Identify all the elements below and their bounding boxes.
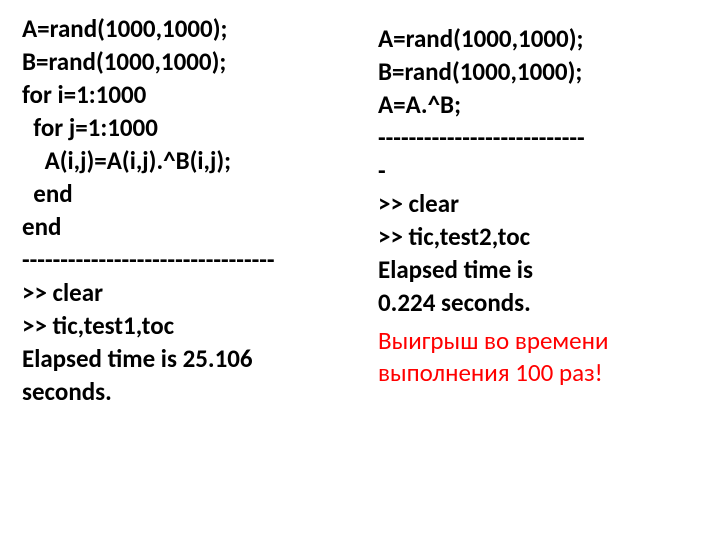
right-code-block: A=rand(1000,1000); B=rand(1000,1000); A=… (378, 22, 720, 319)
left-code-block: A=rand(1000,1000); B=rand(1000,1000); fo… (22, 12, 360, 408)
slide-container: A=rand(1000,1000); B=rand(1000,1000); fo… (0, 0, 720, 540)
left-column: A=rand(1000,1000); B=rand(1000,1000); fo… (0, 12, 360, 528)
right-column: A=rand(1000,1000); B=rand(1000,1000); A=… (360, 12, 720, 528)
highlight-text: Выигрыш во времени выполнения 100 раз! (378, 325, 720, 389)
